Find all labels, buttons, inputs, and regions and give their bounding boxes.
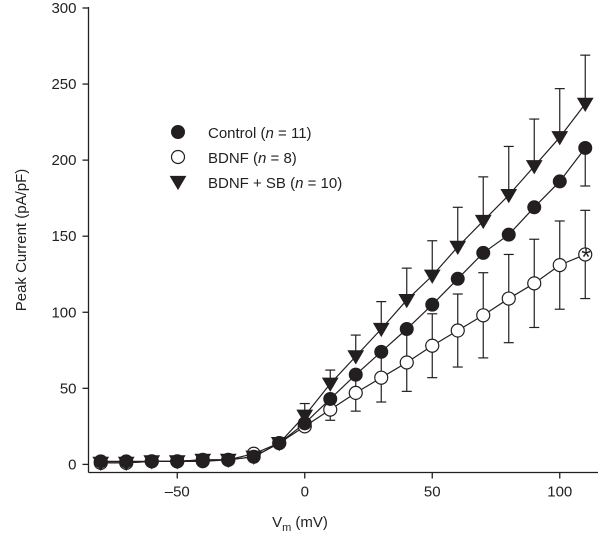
x-axis-title-main: V [272,514,282,531]
data-point-series-1 [323,391,338,406]
data-point-series-3 [423,269,441,284]
data-point-series-3 [576,97,594,112]
data-point-series-2 [501,291,516,306]
x-tick-label: 0 [301,484,309,501]
data-point-series-3 [245,450,263,465]
data-point-series-3 [321,377,339,392]
legend-label-1: Control (n = 11) [208,125,312,142]
y-tick-label: 100 [51,304,76,321]
data-point-series-3 [551,131,569,146]
ticks: 0 50 100 150 200 250 300 –50 0 50 100 [51,0,572,501]
data-point-series-3 [92,456,110,471]
series-markers [92,97,594,471]
data-point-series-3 [270,436,288,452]
y-tick-label: 150 [51,228,76,245]
data-point-series-3 [500,188,518,204]
y-tick-label: 0 [68,456,76,473]
data-point-series-3 [474,214,492,230]
data-point-series-1 [425,297,440,312]
data-point-series-3 [372,322,390,338]
x-tick-label: –50 [165,484,190,501]
data-point-series-2 [399,355,414,370]
data-point-series-2 [348,385,363,400]
legend: Control (n = 11) BDNF (n = 8) BDNF + SB (n… [169,125,342,192]
series-line-2 [100,253,586,464]
y-tick-label: 200 [51,152,76,169]
data-point-series-2 [578,247,593,262]
data-point-series-1 [476,245,491,260]
data-point-series-1 [527,200,542,215]
y-axis-title: Peak Current (pA/pF) [13,169,30,312]
data-point-series-2 [552,258,567,273]
legend-marker-1 [171,125,185,139]
data-point-series-2 [425,338,440,353]
x-axis-title-subscript: m [282,522,291,533]
x-tick-label: 100 [547,484,572,501]
data-point-series-2 [374,370,389,385]
y-tick-label: 50 [60,380,77,397]
x-tick-label: 50 [424,484,441,501]
legend-label-2: BDNF (n = 8) [208,150,297,167]
x-axis-title-units: (mV) [291,514,328,531]
data-point-series-3 [449,240,467,255]
axes [87,7,598,474]
data-point-series-1 [552,174,567,189]
legend-marker-3 [169,175,187,191]
legend-marker-2 [170,149,186,165]
data-point-series-3 [168,455,186,470]
data-point-series-3 [219,453,237,468]
data-point-series-2 [450,323,465,338]
data-point-series-3 [117,456,135,471]
significance-annotation: * [581,244,590,271]
data-point-series-1 [450,271,465,286]
data-point-series-3 [525,160,543,175]
data-point-series-3 [143,455,161,470]
data-point-series-2 [476,308,491,323]
y-tick-label: 250 [51,76,76,93]
error-bars [299,54,591,421]
data-point-series-1 [399,321,414,336]
data-point-series-1 [348,367,363,382]
x-axis-title: Vm (mV) [272,514,328,533]
data-point-series-3 [296,409,314,424]
data-point-series-3 [398,293,416,309]
data-point-series-3 [347,350,365,365]
data-point-series-1 [578,140,593,155]
data-point-series-3 [194,453,212,468]
data-point-series-2 [527,276,542,291]
legend-label-3: BDNF + SB (n = 10) [208,175,342,192]
data-point-series-1 [374,344,389,359]
y-tick-label: 300 [51,0,76,17]
data-point-series-1 [501,227,516,242]
